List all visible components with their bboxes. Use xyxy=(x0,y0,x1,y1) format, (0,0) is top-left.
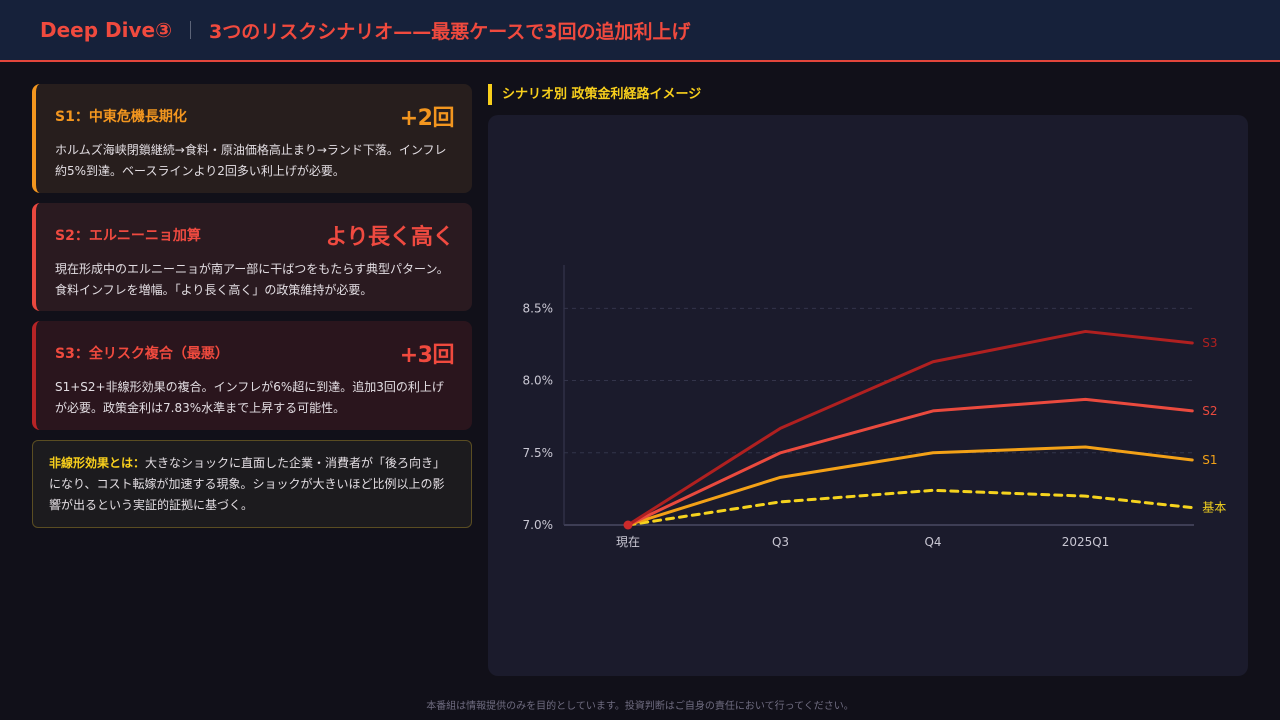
disclaimer-footer: 本番組は情報提供のみを目的としています。投資判断はご自身の責任において行ってくだ… xyxy=(426,701,854,712)
nonlinear-effect-note: 非線形効果とは：大きなショックに直面した企業・消費者が「後ろ向き」になり、コスト… xyxy=(32,440,472,528)
x-tick-label: 2025Q1 xyxy=(1062,535,1110,549)
series-line-S3 xyxy=(626,329,1194,527)
series-label: S2 xyxy=(1202,404,1217,418)
x-tick-label: 現在 xyxy=(616,535,640,549)
start-point-marker xyxy=(623,520,633,530)
y-tick-label: 8.0% xyxy=(523,374,554,388)
y-tick-label: 7.5% xyxy=(523,446,554,460)
series-label: S1 xyxy=(1202,453,1217,467)
scenario-label: S1：中東危機長期化 xyxy=(55,109,187,125)
x-tick-label: Q4 xyxy=(924,535,941,549)
scenario-description: 現在形成中のエルニーニョが南アー部に干ばつをもたらす典型パターン。食料インフレを… xyxy=(55,262,449,297)
series-label: S3 xyxy=(1202,336,1217,350)
rate-path-chart: 7.0% 7.5% 8.0% 8.5% 現在 Q3 Q4 2025Q1 基本 S1 S2 S3 xyxy=(523,265,1226,549)
scenario-card-s1: S1：中東危機長期化 +2回 ホルムズ海峡閉鎖継続→食料・原油価格高止まり→ラン… xyxy=(32,84,472,193)
scenario-badge: +2回 xyxy=(399,106,455,131)
series-line-S1 xyxy=(626,445,1194,527)
y-tick-label: 7.0% xyxy=(523,518,554,532)
scenario-label: S2：エルニーニョ加算 xyxy=(55,228,201,244)
scenario-description: ホルムズ海峡閉鎖継続→食料・原油価格高止まり→ランド下落。インフレ約5%到達。ベ… xyxy=(55,143,447,178)
header: Deep Dive③ 3つのリスクシナリオ——最悪ケースで3回の追加利上げ xyxy=(0,0,1280,62)
note-text: 大きなショックに直面した企業・消費者が「後ろ向き」になり、コスト転嫁が加速する現… xyxy=(49,456,446,512)
chart-title: シナリオ別 政策金利経路イメージ xyxy=(488,84,701,105)
scenario-card-s3: S3：全リスク複合（最悪） +3回 S1+S2+非線形効果の複合。インフレが6%… xyxy=(32,321,472,430)
note-highlight: 非線形効果とは： xyxy=(49,456,146,470)
scenario-badge: より長く高く xyxy=(325,225,454,250)
series-line-S2 xyxy=(626,397,1194,527)
page-title: 3つのリスクシナリオ——最悪ケースで3回の追加利上げ xyxy=(209,20,691,43)
series-label: 基本 xyxy=(1202,501,1226,515)
scenario-card-s2: S2：エルニーニョ加算 より長く高く 現在形成中のエルニーニョが南アー部に干ばつ… xyxy=(32,203,472,311)
y-tick-label: 8.5% xyxy=(523,301,554,315)
scenario-badge: +3回 xyxy=(399,343,455,368)
series-line-基本 xyxy=(626,488,1194,527)
chart-panel: 7.0% 7.5% 8.0% 8.5% 現在 Q3 Q4 2025Q1 基本 S1 S2 S3 xyxy=(488,115,1248,676)
scenario-description: S1+S2+非線形効果の複合。インフレが6%超に到達。追加3回の利上げが必要。政… xyxy=(55,380,444,415)
x-tick-label: Q3 xyxy=(772,535,789,549)
scenario-label: S3：全リスク複合（最悪） xyxy=(55,346,229,362)
header-divider xyxy=(190,21,192,39)
brand-title: Deep Dive③ xyxy=(40,18,173,42)
